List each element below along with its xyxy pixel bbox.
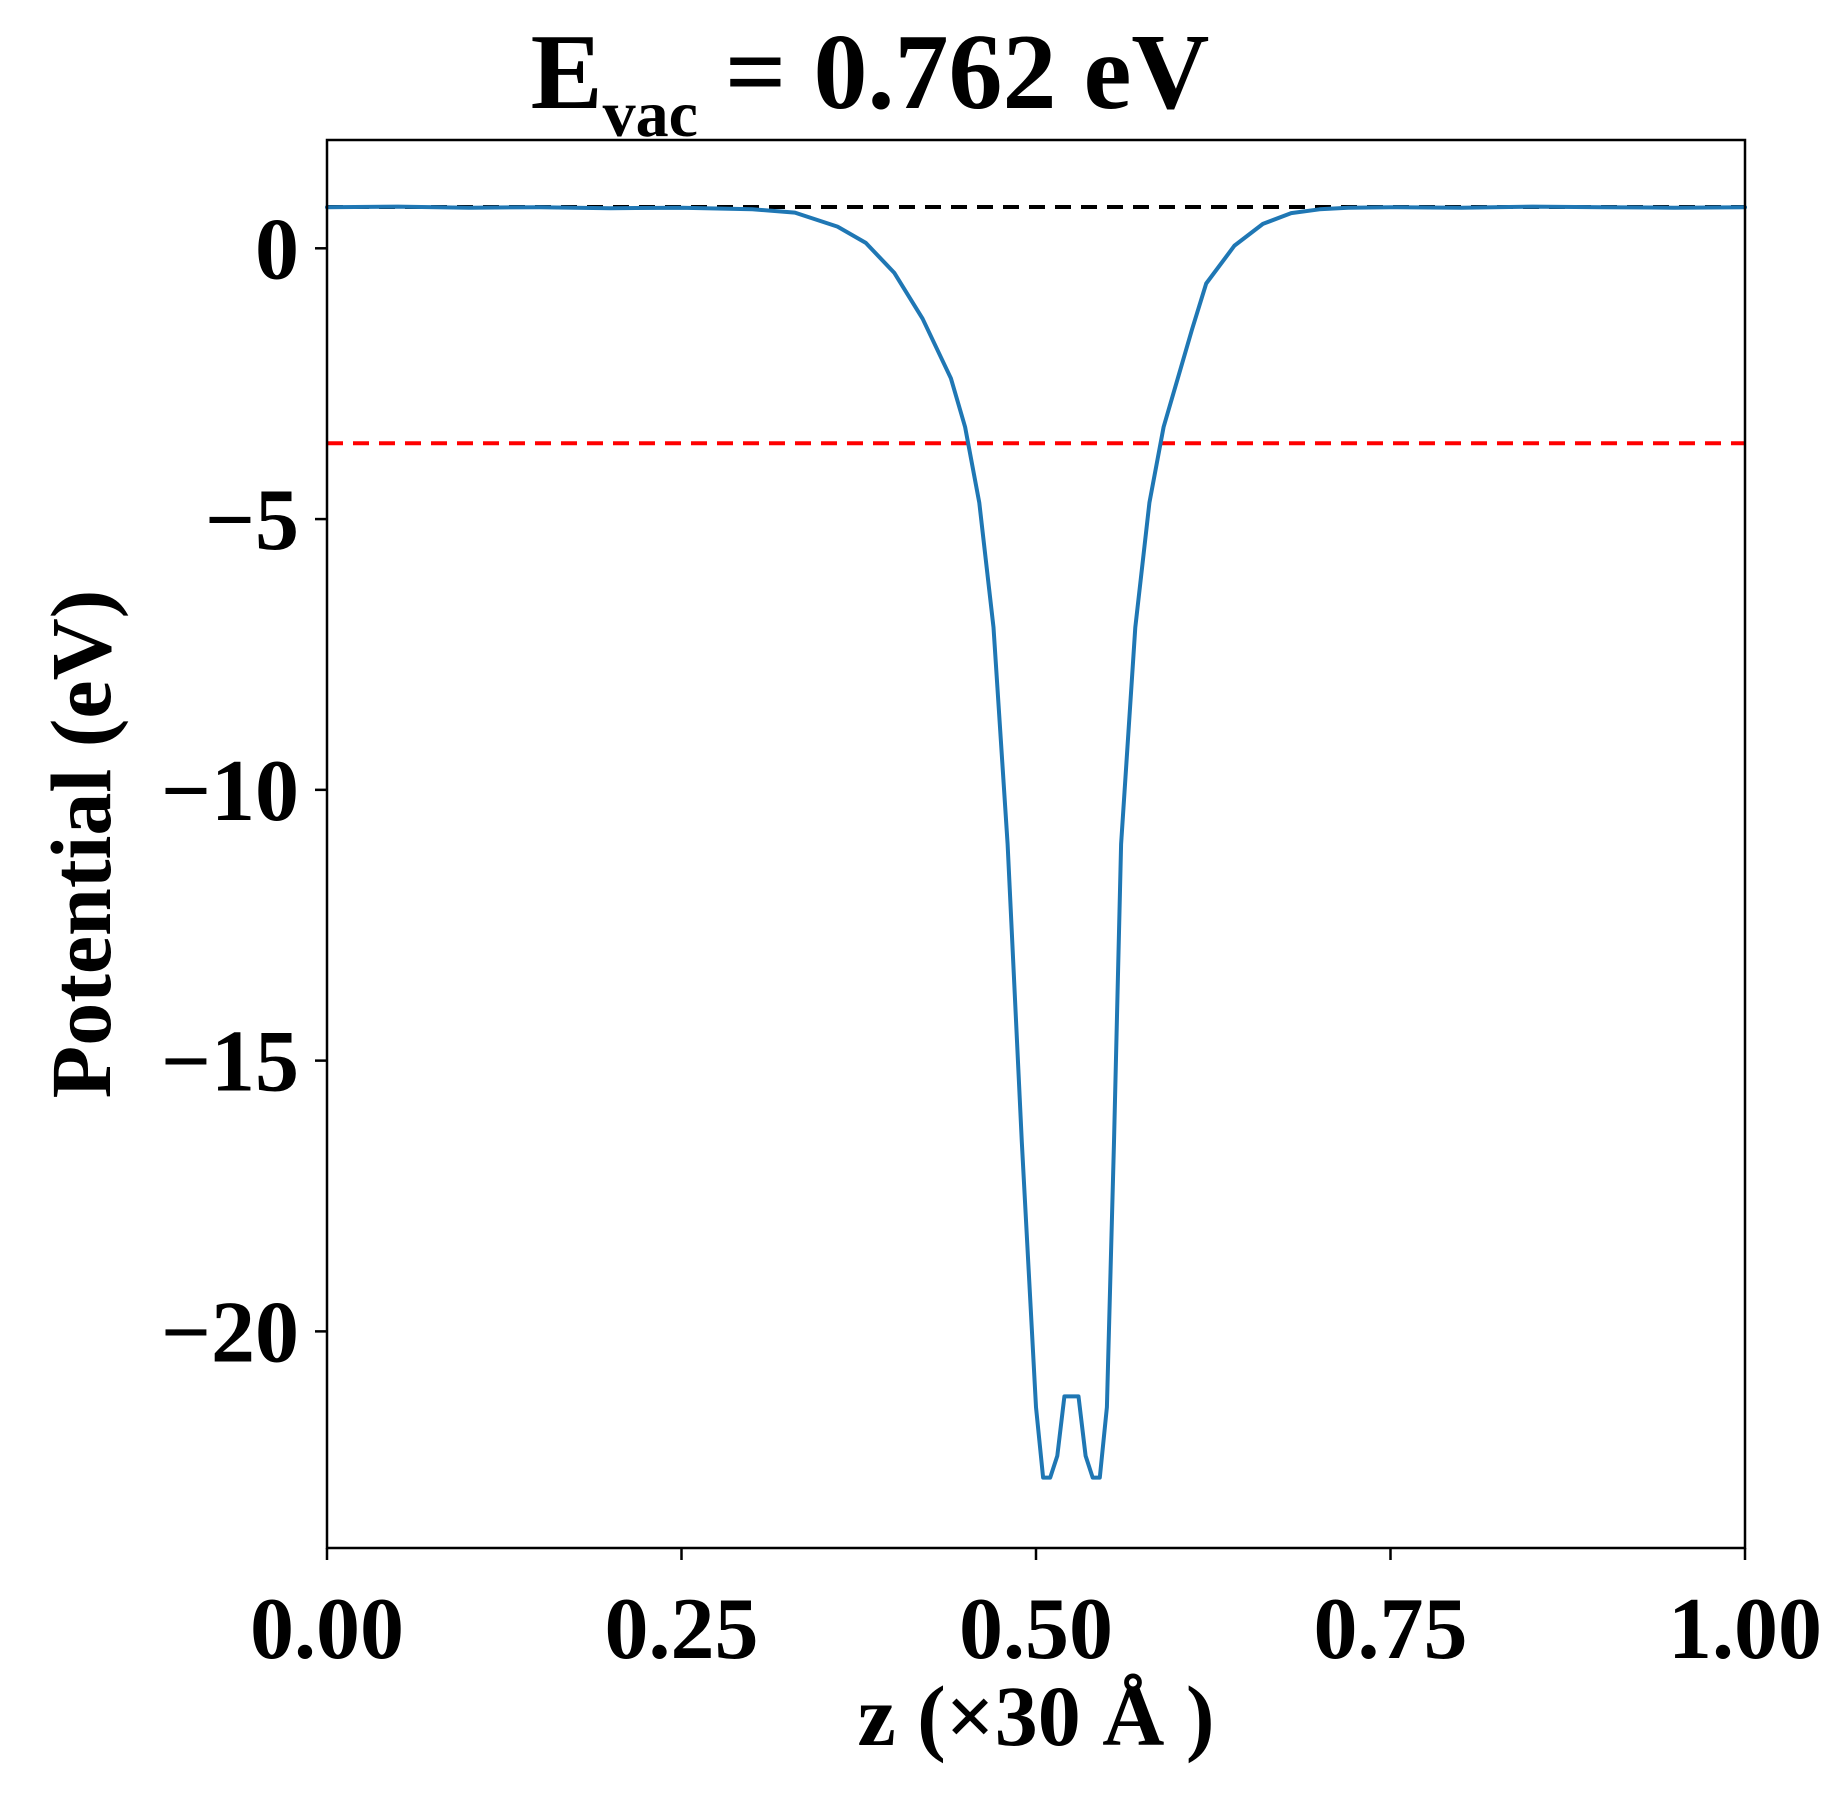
- title-main: E: [531, 13, 603, 132]
- x-tick-label-2: 0.50: [959, 1581, 1113, 1678]
- x-tick-label-3: 0.75: [1314, 1581, 1468, 1678]
- x-axis-label: z (×30 Å ): [857, 1668, 1214, 1764]
- x-tick-label-4: 1.00: [1668, 1581, 1822, 1678]
- chart-title: Evac = 0.762 eV: [531, 13, 1210, 151]
- y-tick-label-3: −15: [161, 1014, 299, 1111]
- x-axis: 0.00 0.25 0.50 0.75 1.00: [250, 1548, 1822, 1678]
- y-tick-label-4: −20: [161, 1284, 299, 1381]
- x-tick-label-0: 0.00: [250, 1581, 404, 1678]
- y-axis: 0 −5 −10 −15 −20: [161, 201, 327, 1381]
- x-tick-label-1: 0.25: [605, 1581, 759, 1678]
- y-tick-label-1: −5: [205, 472, 299, 569]
- plot-frame: [325, 138, 1747, 1550]
- plot-area: [325, 204, 1747, 1480]
- title-rest: = 0.762 eV: [698, 13, 1209, 132]
- y-axis-label: Potential (eV): [33, 590, 129, 1099]
- y-tick-label-0: 0: [255, 201, 299, 298]
- y-tick-label-2: −10: [161, 743, 299, 840]
- series-line-0: [325, 204, 1747, 1480]
